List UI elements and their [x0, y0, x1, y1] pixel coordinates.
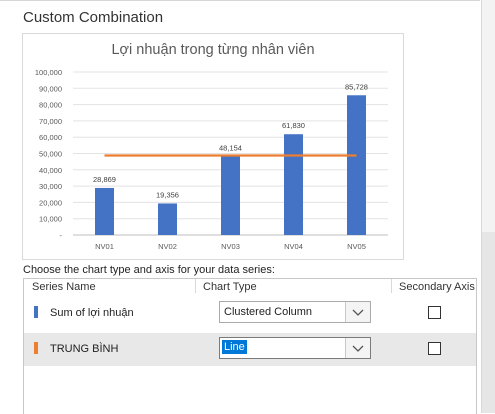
- chart-preview: - 10,000 20,000 30,000 40,000 50,000 60,000 70,…: [22, 33, 404, 260]
- vertical-scrollbar[interactable]: [481, 0, 495, 413]
- data-label: 85,728: [345, 82, 368, 91]
- chevron-down-icon: [352, 345, 364, 352]
- x-tick-label: NV05: [347, 242, 366, 251]
- secondary-axis-checkbox[interactable]: [428, 306, 441, 319]
- data-label: 48,154: [219, 144, 242, 153]
- y-tick-label: 90,000: [39, 84, 62, 93]
- section-title: Custom Combination: [23, 9, 164, 26]
- chart-svg: - 10,000 20,000 30,000 40,000 50,000 60,000 70,…: [35, 68, 388, 251]
- chart-type-value: Line: [222, 340, 247, 354]
- y-tick-label: 80,000: [39, 101, 62, 110]
- bar: [221, 156, 240, 235]
- data-label: 28,869: [93, 175, 116, 184]
- y-tick-label: -: [60, 231, 63, 240]
- series-name: TRUNG BÌNH: [50, 343, 119, 355]
- x-tick-label: NV01: [95, 242, 114, 251]
- secondary-axis-checkbox[interactable]: [428, 342, 441, 355]
- bar: [347, 95, 366, 235]
- data-label: 61,830: [282, 121, 305, 130]
- bar: [284, 134, 303, 235]
- y-tick-label: 30,000: [39, 182, 62, 191]
- x-tick-label: NV04: [284, 242, 303, 251]
- y-tick-label: 10,000: [39, 215, 62, 224]
- y-tick-label: 20,000: [39, 198, 62, 207]
- column-header-secondary-axis: Secondary Axis: [399, 281, 475, 293]
- column-separator: [195, 279, 196, 293]
- y-tick-label: 60,000: [39, 133, 62, 142]
- chart-type-dropdown[interactable]: Line: [219, 337, 371, 359]
- column-header-series-name: Series Name: [32, 281, 96, 293]
- y-tick-label: 70,000: [39, 117, 62, 126]
- x-tick-label: NV02: [158, 242, 177, 251]
- chart-type-value: Clustered Column: [224, 306, 313, 318]
- dropdown-button[interactable]: [345, 338, 370, 358]
- x-tick-label: NV03: [221, 242, 240, 251]
- series-color-swatch: [34, 306, 38, 318]
- scrollbar-thumb[interactable]: [482, 232, 495, 413]
- chart-type-dropdown[interactable]: Clustered Column: [219, 301, 371, 323]
- series-name: Sum of lợi nhuận: [50, 307, 134, 319]
- column-header-chart-type: Chart Type: [203, 281, 257, 293]
- top-divider: [0, 0, 480, 1]
- series-row[interactable]: Sum of lợi nhuận Clustered Column: [24, 297, 476, 330]
- chart-title: Lợi nhuận trong từng nhân viên: [111, 42, 315, 58]
- bar: [158, 203, 177, 235]
- column-separator: [391, 279, 392, 293]
- chevron-down-icon: [352, 309, 364, 316]
- series-row[interactable]: TRUNG BÌNH Line: [24, 333, 476, 366]
- bar: [95, 187, 114, 235]
- dropdown-button[interactable]: [345, 302, 370, 322]
- y-tick-label: 40,000: [39, 166, 62, 175]
- data-label: 19,356: [156, 190, 179, 199]
- series-grid: Series Name Chart Type Secondary Axis Su…: [23, 278, 477, 414]
- series-color-swatch: [34, 342, 38, 354]
- y-tick-label: 100,000: [35, 68, 62, 77]
- y-tick-label: 50,000: [39, 150, 62, 159]
- instruction-text: Choose the chart type and axis for your …: [23, 264, 275, 276]
